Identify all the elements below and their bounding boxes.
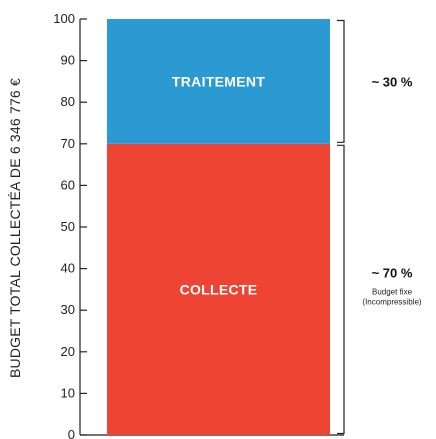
y-tick-label: 90 <box>61 53 75 68</box>
y-tick-label: 20 <box>61 344 75 359</box>
segment-label-traitement: TRAITEMENT <box>172 73 265 89</box>
percentage-brackets: ~ 70 % Budget fixe(Incompressible) ~ 30 % <box>337 19 422 435</box>
y-tick-label: 30 <box>61 302 75 317</box>
percent-label-collecte: ~ 70 % <box>372 265 413 280</box>
y-tick-label: 40 <box>61 261 75 276</box>
y-tick-label: 100 <box>53 11 75 26</box>
bar-segment-traitement <box>107 19 330 144</box>
segment-label-collecte: COLLECTE <box>180 281 258 297</box>
bar-segments: COLLECTE TRAITEMENT <box>107 19 330 436</box>
y-tick-label: 10 <box>61 385 75 400</box>
y-tick-label: 80 <box>61 94 75 109</box>
bracket-collecte <box>337 144 345 435</box>
y-tick-label: 50 <box>61 219 75 234</box>
bracket-traitement <box>337 19 345 143</box>
y-tick-label: 0 <box>68 427 75 439</box>
y-axis: 0 10 20 30 40 50 60 70 80 90 100 <box>53 11 344 439</box>
note-collecte: (Incompressible) <box>362 297 421 306</box>
note-collecte: Budget fixe <box>372 287 413 296</box>
bar-segment-collecte <box>107 143 330 436</box>
y-tick-label: 70 <box>61 136 75 151</box>
y-axis-label: BUDGET TOTAL COLLECTÉA DE 6 346 776 € <box>7 78 23 378</box>
y-tick-label: 60 <box>61 177 75 192</box>
percent-label-traitement: ~ 30 % <box>372 74 413 89</box>
